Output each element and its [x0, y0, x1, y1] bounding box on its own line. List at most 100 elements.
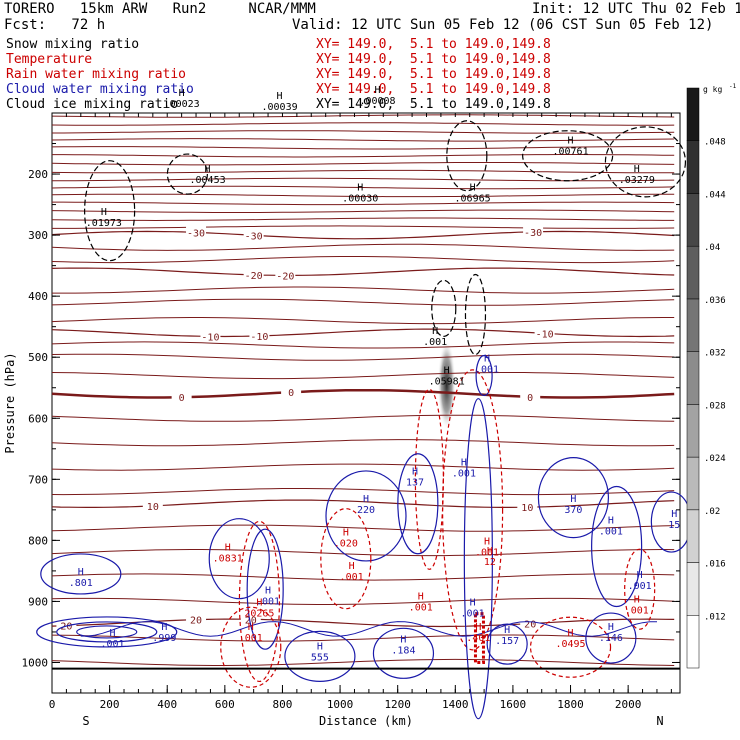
max-marker: H	[400, 634, 406, 645]
hydrometeor-contour	[537, 457, 610, 539]
colorbar-segment	[686, 140, 700, 194]
isotherm-label: -10	[250, 332, 268, 343]
isotherm-line	[52, 154, 675, 158]
isotherm--20	[51, 267, 675, 276]
x-tick-label: 1400	[442, 698, 469, 711]
hydrometeor-contour	[441, 369, 504, 651]
isotherm-line	[51, 524, 675, 532]
max-marker: H	[444, 366, 450, 377]
valid-time: Valid: 12 UTC Sun 05 Feb 12 (06 CST Sun …	[292, 17, 714, 33]
max-marker: H	[277, 91, 283, 102]
isotherm-line	[51, 658, 675, 666]
max-marker: H	[317, 642, 323, 653]
hydrometeor-contour	[431, 279, 457, 337]
max-marker: H	[375, 85, 381, 96]
hydrometeor-contour	[463, 398, 493, 720]
cloud-water-contour	[80, 621, 657, 637]
hydrometeor-contour	[36, 616, 178, 648]
legend-cloud-ice: Cloud ice mixing ratio	[6, 97, 179, 112]
isotherm--30	[51, 230, 675, 240]
isotherm-label: 20	[245, 615, 257, 626]
hydrometeor-contour	[238, 520, 281, 683]
isotherm-line	[52, 286, 675, 294]
max-value-label: .00039	[262, 102, 298, 113]
isotherm-label-bg	[281, 386, 302, 398]
isotherm-line	[52, 130, 675, 134]
x-tick-label: 0	[49, 698, 56, 711]
hydrometeor-contour	[56, 621, 158, 643]
isotherm-label: 0	[527, 393, 533, 404]
max-marker: H	[634, 595, 640, 606]
hydrometeor-contour	[529, 616, 612, 678]
colorbar-segment	[686, 87, 700, 141]
max-value-label: .00030	[342, 194, 378, 205]
colorbar-tick-label: .016	[704, 560, 726, 570]
isotherm-label: 20	[190, 616, 202, 627]
isotherm-line	[51, 298, 675, 306]
hydrometeor-contour	[585, 612, 637, 664]
isotherm-label-bg	[186, 226, 207, 238]
max-value-label: .001	[452, 468, 476, 479]
max-value-label: 370	[564, 505, 582, 516]
max-value-label: 15	[668, 520, 680, 531]
legend-rain-xy: XY= 149.0, 5.1 to 149.0,149.8	[316, 67, 551, 82]
max-marker: H	[504, 625, 510, 636]
colorbar-tick-label: .032	[704, 349, 726, 359]
isotherm--10	[51, 328, 675, 338]
init-time: Init: 12 UTC Thu 02 Feb 12	[532, 1, 740, 17]
isotherm-line	[51, 341, 675, 349]
max-marker: H	[161, 622, 167, 633]
hydrometeor-contour	[464, 273, 487, 356]
isotherm-label: -30	[245, 231, 263, 242]
isotherm-label: 20	[60, 622, 72, 633]
isotherm-label-bg	[186, 613, 207, 625]
isotherm-label-bg	[275, 269, 296, 281]
hydrometeor-contour	[486, 623, 528, 665]
isotherm-line	[51, 548, 675, 557]
y-tick-label: 700	[28, 473, 48, 486]
max-value-label: .001	[409, 603, 433, 614]
colorbar-tick-label: .048	[704, 138, 726, 148]
isotherm-label-bg	[523, 225, 544, 237]
legend-cloud-ice-xy: XY= 149.0, 5.1 to 149.0,149.8	[316, 97, 551, 112]
max-value-label: 137	[406, 477, 424, 488]
isotherm-label: -20	[245, 271, 263, 282]
model-title: TORERO 15km ARW Run2 NCAR/MMM	[4, 1, 316, 17]
max-value-label: .001	[475, 548, 499, 559]
x-tick-label: 1200	[384, 698, 411, 711]
max-marker: H	[432, 326, 438, 337]
isotherm-label-bg	[520, 617, 541, 629]
max-value-label: .001	[461, 609, 485, 620]
x-tick-label: 1000	[327, 698, 354, 711]
max-value-label: .801	[69, 578, 93, 589]
max-marker: H	[225, 543, 231, 554]
max-marker: H	[412, 466, 418, 477]
isotherm-label: 10	[147, 502, 159, 513]
isotherm-line	[51, 217, 675, 222]
colorbar-tick-label: .012	[704, 612, 726, 622]
isotherm-line	[51, 353, 675, 361]
max-marker: H	[363, 494, 369, 505]
colorbar-tick-label: .044	[704, 190, 726, 200]
isotherm-line	[51, 122, 675, 126]
max-value-label: .001	[100, 639, 124, 650]
max-marker: H	[484, 537, 490, 548]
isotherm-line	[51, 634, 675, 642]
max-marker: H	[357, 183, 363, 194]
max-value-label: .05981	[429, 377, 465, 388]
hydrometeor-contour	[604, 126, 687, 198]
forecast-hour: Fcst: 72 h	[4, 17, 106, 33]
max-marker: H	[634, 164, 640, 175]
colorbar-segment	[686, 351, 700, 405]
max-value-label: .001	[239, 633, 263, 644]
max-marker: H	[470, 183, 476, 194]
y-tick-label: 500	[28, 351, 48, 364]
hydrometeor-contour	[40, 553, 122, 595]
isotherm-label-bg	[200, 330, 221, 342]
max-marker: H	[109, 628, 115, 639]
hydrometeor-contour	[76, 625, 138, 639]
south-label: S	[82, 714, 89, 728]
hydrometeor-contour	[624, 548, 656, 630]
hydrometeor-contour	[325, 470, 407, 562]
